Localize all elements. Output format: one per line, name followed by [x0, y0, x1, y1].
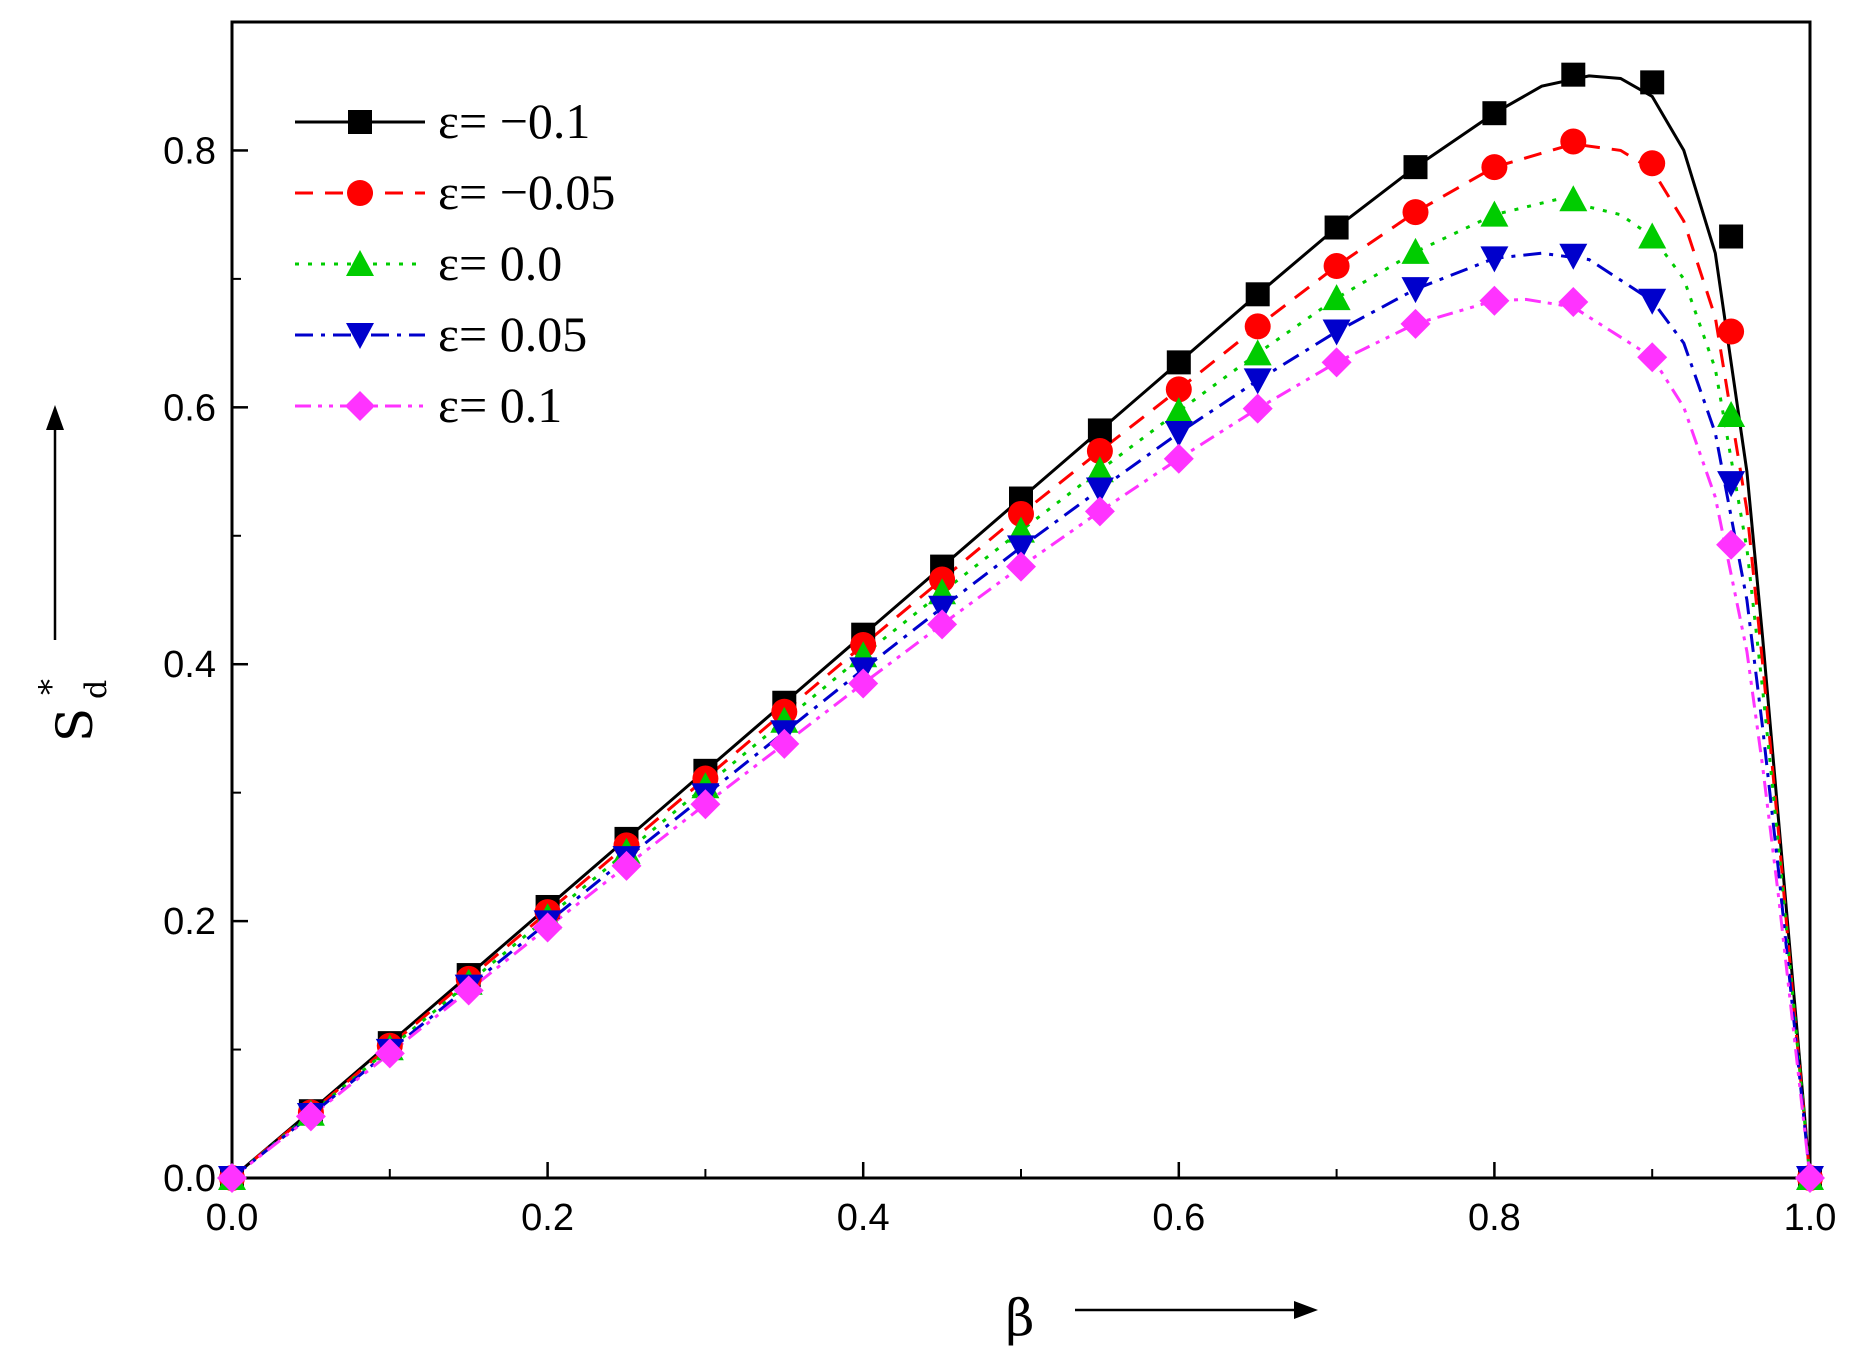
series-3-point: [1559, 243, 1588, 270]
legend-label-0: ε= −0.1: [438, 93, 590, 149]
x-axis-arrow: [1075, 1301, 1318, 1319]
series-4-point: [927, 609, 958, 640]
series-2-point: [1480, 200, 1509, 227]
series-3-point: [1007, 535, 1035, 562]
series-4-point: [532, 912, 563, 943]
y-axis-arrow: [46, 405, 64, 640]
series-0-point: [1719, 224, 1744, 249]
series-4-point: [1006, 551, 1036, 582]
series-1-point: [1165, 376, 1192, 403]
x-tick-label: 0.8: [1468, 1197, 1521, 1239]
series-1-point: [1323, 253, 1350, 280]
series-1-point: [1560, 128, 1587, 155]
legend: ε= −0.1 ε= −0.05 ε= 0.0 ε= 0.05 ε= 0.1: [295, 93, 615, 433]
series-4-point: [1637, 342, 1668, 373]
series-1-point: [1481, 154, 1508, 181]
series-0-point: [1561, 62, 1586, 87]
series-3-point: [1480, 246, 1509, 273]
y-tick-label: 0.6: [163, 387, 216, 429]
series-3-point: [1085, 477, 1114, 504]
y-axis-label: S * d: [32, 679, 114, 742]
y-axis-label-sup: *: [32, 679, 70, 695]
legend-label-2: ε= 0.0: [438, 235, 562, 291]
y-tick-label: 0.4: [163, 644, 216, 686]
series-2-point: [1638, 222, 1667, 249]
y-tick-label: 0.8: [163, 130, 216, 172]
series-markers: [217, 62, 1825, 1193]
series-4-point: [374, 1038, 405, 1069]
series-3-point: [1638, 288, 1667, 315]
series-4-point: [1242, 393, 1273, 424]
legend-label-1: ε= −0.05: [438, 164, 615, 220]
series-1-point: [1244, 313, 1271, 340]
series-4-point: [1716, 529, 1747, 560]
legend-marker-1: [347, 180, 373, 206]
series-1-point: [1639, 150, 1666, 177]
series-4-point: [1321, 347, 1352, 378]
series-0-point: [1640, 70, 1665, 95]
legend-marker-0: [348, 110, 372, 134]
legend-marker-2: [346, 250, 374, 276]
series-1-point: [1718, 318, 1745, 345]
series-0-point: [1166, 350, 1191, 375]
series-2-point: [1717, 401, 1746, 428]
series-4-point: [295, 1101, 326, 1132]
series-4-point: [769, 728, 800, 759]
x-axis-label: β: [1006, 1289, 1035, 1347]
series-0-point: [1245, 282, 1270, 307]
series-3-point: [1322, 319, 1351, 346]
series-3-point: [1401, 277, 1430, 304]
series-3-point: [1717, 471, 1746, 498]
series-3-point: [1243, 368, 1272, 395]
series-4-point: [611, 850, 642, 881]
axis-ticks: 0.0 0.2 0.4 0.6 0.8 1.0 0.0 0.2 0.4 0.6 0.8: [163, 130, 1836, 1239]
series-2-point: [1401, 237, 1430, 264]
x-tick-label: 0.4: [837, 1197, 890, 1239]
legend-marker-4: [345, 391, 375, 421]
series-2-point: [1164, 397, 1193, 424]
series-4-point: [690, 789, 721, 820]
x-tick-label: 0.2: [521, 1197, 574, 1239]
series-4-point: [1084, 496, 1115, 527]
y-axis-label-main: S: [46, 708, 104, 742]
series-2-point: [1559, 185, 1588, 212]
series-0-point: [1482, 101, 1507, 126]
series-3-point: [1164, 421, 1193, 448]
x-tick-label: 1.0: [1784, 1197, 1837, 1239]
legend-label-4: ε= 0.1: [438, 377, 562, 433]
series-0-point: [1403, 155, 1428, 180]
series-4-point: [1400, 308, 1431, 339]
series-4-point: [1479, 285, 1510, 316]
series-2-point: [1322, 284, 1351, 311]
series-line-0: [231, 74, 1812, 1180]
legend-label-3: ε= 0.05: [438, 306, 587, 362]
series-4-point: [453, 975, 484, 1006]
y-tick-label: 0.2: [163, 901, 216, 943]
series-2-point: [1243, 339, 1272, 366]
series-4-point: [848, 668, 879, 699]
series-1-point: [1008, 500, 1034, 527]
y-tick-label: 0.0: [163, 1158, 216, 1200]
series-2-point: [1085, 456, 1114, 483]
series-4-point: [217, 1163, 247, 1193]
legend-marker-3: [346, 323, 374, 349]
series-0-point: [1324, 215, 1349, 240]
series-3-point: [928, 595, 957, 622]
series-4-point: [1795, 1163, 1825, 1193]
series-4-point: [1558, 287, 1589, 318]
y-axis-label-sub: d: [79, 680, 114, 699]
x-tick-label: 0.6: [1152, 1197, 1205, 1239]
x-tick-label: 0.0: [206, 1197, 259, 1239]
series-1-point: [1086, 438, 1113, 465]
series-4-point: [1163, 443, 1194, 474]
series-1-point: [1402, 199, 1429, 226]
